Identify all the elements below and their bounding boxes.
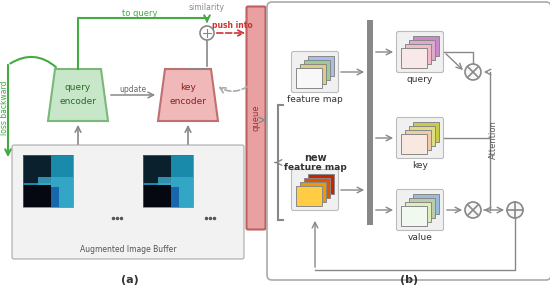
Text: similarity: similarity — [189, 3, 225, 12]
Text: (a): (a) — [121, 275, 139, 285]
Bar — [405, 202, 431, 222]
Bar — [23, 185, 51, 207]
Bar — [143, 155, 193, 207]
Text: key: key — [180, 84, 196, 92]
Bar — [153, 187, 179, 207]
FancyBboxPatch shape — [246, 7, 266, 230]
Bar — [413, 122, 439, 142]
FancyBboxPatch shape — [397, 118, 443, 158]
Text: queue: queue — [251, 105, 261, 131]
Text: query: query — [407, 75, 433, 84]
Circle shape — [465, 202, 481, 218]
Bar — [23, 155, 73, 207]
Bar — [23, 155, 51, 183]
Bar — [401, 206, 427, 226]
Bar — [300, 64, 326, 84]
Text: Augmented Image Buffer: Augmented Image Buffer — [80, 245, 176, 255]
Bar — [409, 40, 435, 60]
Bar — [413, 194, 439, 214]
Bar — [304, 60, 330, 80]
Text: (b): (b) — [400, 275, 418, 285]
Text: new: new — [304, 153, 326, 163]
Text: push into: push into — [212, 20, 252, 29]
Text: value: value — [408, 232, 432, 242]
Bar — [158, 177, 193, 207]
Bar — [296, 68, 322, 88]
Text: query: query — [65, 84, 91, 92]
Text: to query: to query — [122, 9, 158, 18]
Bar — [38, 177, 73, 207]
FancyBboxPatch shape — [267, 2, 550, 280]
Bar — [405, 130, 431, 150]
Bar — [401, 48, 427, 68]
Bar — [296, 186, 322, 206]
FancyBboxPatch shape — [292, 52, 338, 92]
Polygon shape — [158, 69, 218, 121]
Circle shape — [200, 26, 214, 40]
Circle shape — [465, 64, 481, 80]
Bar — [413, 36, 439, 56]
FancyBboxPatch shape — [397, 31, 443, 73]
Bar — [409, 126, 435, 146]
Text: update: update — [119, 84, 146, 94]
Text: encoder: encoder — [169, 98, 206, 107]
FancyBboxPatch shape — [292, 170, 338, 211]
Polygon shape — [48, 69, 108, 121]
Circle shape — [507, 202, 523, 218]
Text: feature map: feature map — [284, 164, 346, 173]
Text: feature map: feature map — [287, 94, 343, 103]
Text: key: key — [412, 160, 428, 170]
Bar — [143, 185, 171, 207]
Bar — [143, 155, 171, 183]
Bar — [308, 56, 334, 76]
Bar — [304, 178, 330, 198]
Bar — [33, 187, 59, 207]
FancyBboxPatch shape — [12, 145, 244, 259]
Text: Attention: Attention — [488, 121, 498, 160]
FancyBboxPatch shape — [397, 190, 443, 230]
Bar — [23, 155, 73, 207]
Bar — [143, 155, 193, 207]
Bar — [308, 174, 334, 194]
Text: encoder: encoder — [59, 98, 96, 107]
Bar — [401, 134, 427, 154]
Bar — [405, 44, 431, 64]
Bar — [367, 20, 373, 225]
Text: loss backward: loss backward — [1, 81, 9, 135]
Bar — [409, 198, 435, 218]
Bar — [300, 182, 326, 202]
